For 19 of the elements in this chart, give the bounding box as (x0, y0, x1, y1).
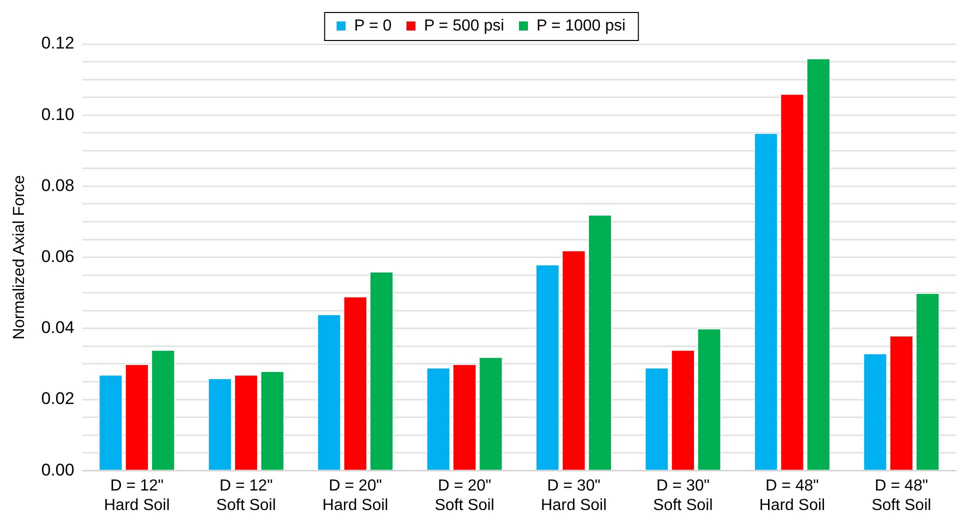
x-tick-label: D = 30" Hard Soil (540, 478, 607, 514)
x-tick-label: D = 12" Soft Soil (216, 478, 276, 514)
x-tick-label: D = 48" Hard Soil (759, 478, 826, 514)
x-tick-label: D = 20" Soft Soil (434, 478, 494, 514)
legend-label: P = 500 psi (424, 17, 504, 34)
y-axis-title: Normalized Axial Force (11, 174, 28, 340)
y-tick-label: 0.04 (41, 318, 74, 338)
x-tick-label: D = 20" Hard Soil (322, 478, 388, 514)
y-tick-label: 0.02 (41, 389, 74, 408)
y-tick-label: 0.00 (41, 460, 74, 480)
y-tick-label: 0.10 (41, 104, 74, 124)
legend-label: P = 0 (354, 17, 392, 34)
legend-label: P = 1000 psi (536, 17, 626, 34)
x-tick-label: D = 30" Soft Soil (653, 478, 713, 514)
x-tick-label: D = 12" Hard Soil (104, 478, 170, 514)
y-tick-label: 0.12 (41, 34, 74, 53)
y-tick-label: 0.06 (41, 246, 74, 266)
x-tick-label: D = 48" Soft Soil (872, 478, 932, 514)
y-tick-label: 0.08 (41, 176, 74, 195)
